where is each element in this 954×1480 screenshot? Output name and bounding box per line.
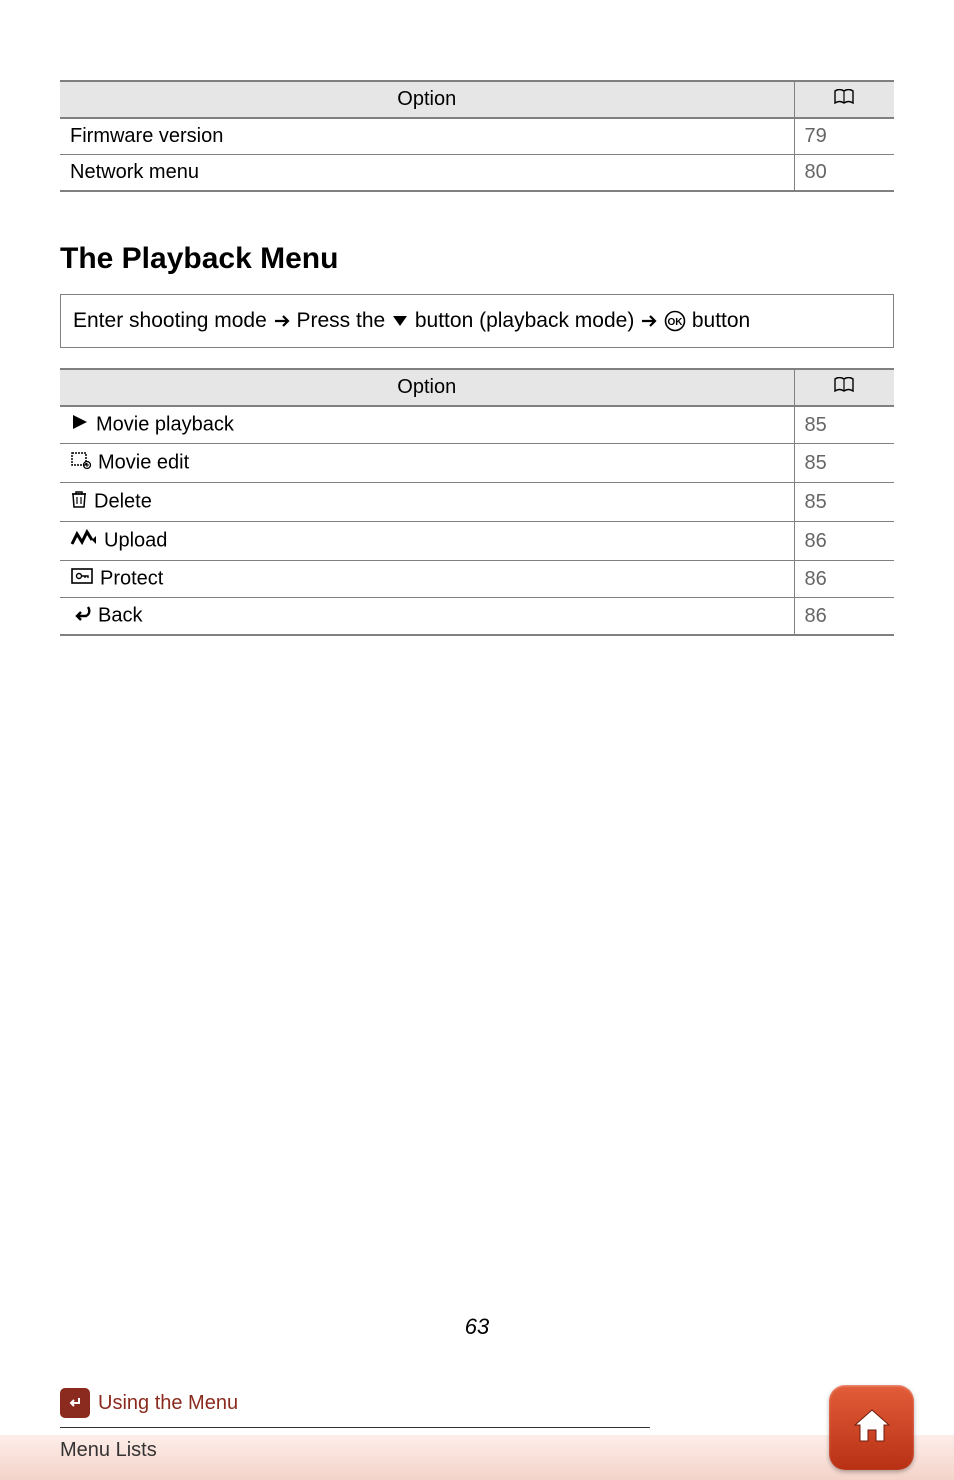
footer-section-link[interactable]: Using the Menu: [60, 1388, 238, 1418]
option-label: Upload: [104, 529, 167, 551]
option-cell: Protect: [60, 561, 794, 598]
column-header-page: [794, 369, 894, 406]
option-cell: Back: [60, 598, 794, 636]
option-cell: Movie edit: [60, 444, 794, 483]
option-label: Firmware version: [60, 118, 794, 155]
arrow-right-icon: [273, 309, 291, 332]
option-cell: Delete: [60, 483, 794, 522]
instruction-text-mid1: Press the: [296, 309, 391, 332]
column-header-option: Option: [60, 369, 794, 406]
option-cell: Upload: [60, 522, 794, 561]
page-reference[interactable]: 85: [794, 406, 894, 444]
down-triangle-icon: [391, 309, 409, 332]
book-icon: [833, 88, 855, 111]
home-button[interactable]: [829, 1385, 914, 1470]
play-icon: [70, 413, 90, 437]
back-icon: [70, 604, 92, 628]
page-reference[interactable]: 86: [794, 598, 894, 636]
ok-button-icon: OK: [664, 309, 686, 332]
instruction-text-suffix: button: [692, 309, 750, 332]
instruction-text-mid2: button (playback mode): [415, 309, 640, 332]
option-label: Back: [98, 604, 142, 626]
footer-section-label: Using the Menu: [98, 1392, 238, 1415]
page-reference[interactable]: 80: [794, 155, 894, 192]
book-icon: [833, 376, 855, 399]
page-reference[interactable]: 79: [794, 118, 894, 155]
table-row: Firmware version79: [60, 118, 894, 155]
option-label: Protect: [100, 567, 163, 589]
option-label: Network menu: [60, 155, 794, 192]
table-row: Upload 86: [60, 522, 894, 561]
page-number: 63: [0, 1314, 954, 1340]
navigation-path-box: Enter shooting mode Press the button (pl…: [60, 294, 894, 348]
column-header-option: Option: [60, 81, 794, 118]
option-label: Movie playback: [96, 413, 234, 435]
home-icon: [847, 1400, 897, 1455]
page-reference[interactable]: 86: [794, 561, 894, 598]
page-reference[interactable]: 85: [794, 483, 894, 522]
option-label: Delete: [94, 490, 152, 512]
table-row: Protect 86: [60, 561, 894, 598]
playback-menu-heading: The Playback Menu: [60, 242, 894, 276]
arrow-right-icon: [640, 309, 658, 332]
table-row: Network menu80: [60, 155, 894, 192]
trash-icon: [70, 489, 88, 515]
movieedit-icon: [70, 450, 92, 476]
instruction-text-prefix: Enter shooting mode: [73, 309, 273, 332]
option-cell: Movie playback: [60, 406, 794, 444]
page-footer: Using the Menu Menu Lists: [0, 1370, 954, 1480]
page-reference[interactable]: 86: [794, 522, 894, 561]
option-label: Movie edit: [98, 451, 189, 473]
table-row: Delete 85: [60, 483, 894, 522]
protect-icon: [70, 567, 94, 591]
svg-text:OK: OK: [668, 317, 684, 328]
table-row: Movie edit 85: [60, 444, 894, 483]
footer-subsection-label: Menu Lists: [60, 1439, 157, 1462]
page-reference[interactable]: 85: [794, 444, 894, 483]
return-badge-icon: [60, 1388, 90, 1418]
table-row: Movie playback 85: [60, 406, 894, 444]
column-header-page: [794, 81, 894, 118]
footer-divider: [60, 1427, 650, 1428]
upload-icon: [70, 528, 98, 554]
table-row: Back 86: [60, 598, 894, 636]
setup-table-fragment: Option Firmware version79Network menu80: [60, 80, 894, 192]
playback-menu-table: Option Movie playback85Movie edit85Delet…: [60, 368, 894, 636]
